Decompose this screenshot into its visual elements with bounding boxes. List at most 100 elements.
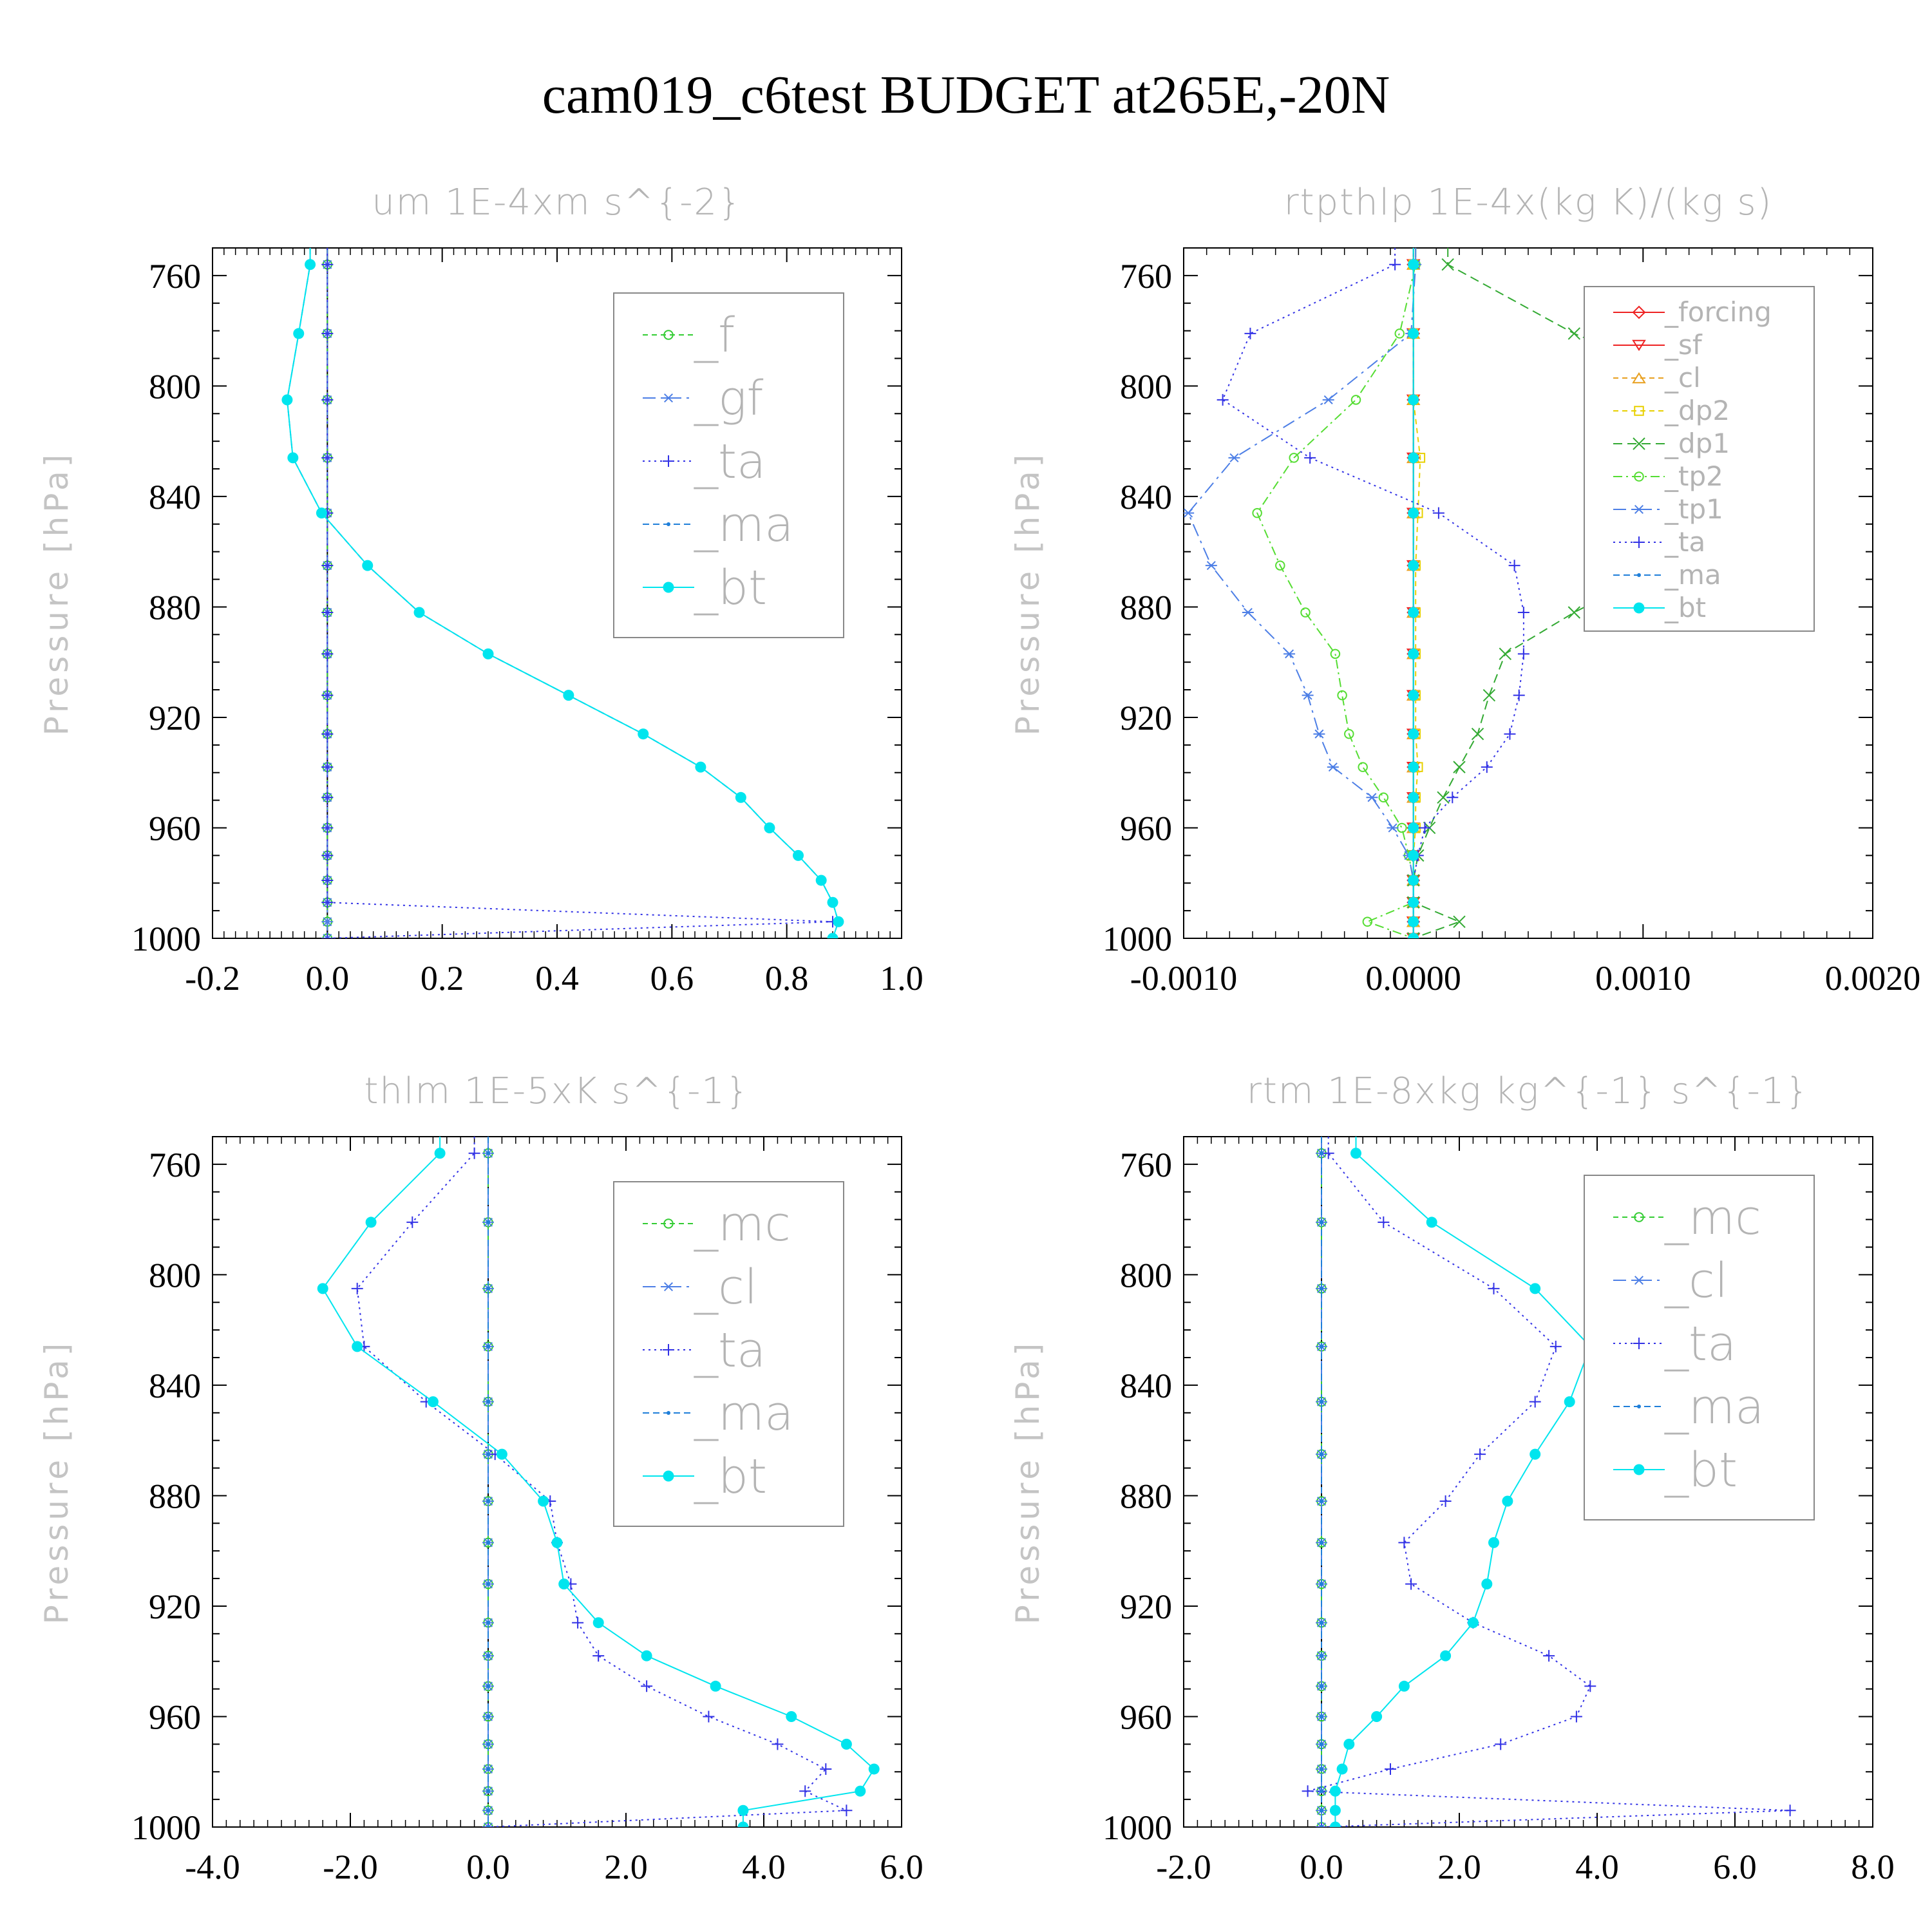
series-line xyxy=(1187,248,1417,938)
series-line xyxy=(1412,248,1421,938)
data-point xyxy=(321,258,334,270)
data-point xyxy=(827,933,838,938)
data-point xyxy=(486,1789,490,1794)
data-point xyxy=(1508,560,1520,572)
data-point xyxy=(468,1147,480,1159)
data-point xyxy=(1549,1340,1562,1352)
data-point xyxy=(1320,1620,1323,1625)
data-point xyxy=(1499,647,1512,661)
y-tick-label: 760 xyxy=(149,257,201,296)
y-tick-label: 840 xyxy=(1120,1367,1172,1405)
data-point xyxy=(317,1283,328,1294)
data-point xyxy=(703,1710,715,1723)
data-point xyxy=(1385,1763,1396,1775)
legend-label: _tp1 xyxy=(1664,493,1723,525)
data-point xyxy=(815,875,827,886)
data-point xyxy=(1320,1582,1323,1586)
data-point xyxy=(1320,1808,1323,1813)
legend-label: _tp2 xyxy=(1664,460,1723,492)
series-bt xyxy=(281,248,844,938)
legend-label: _sf xyxy=(1664,329,1703,361)
legend-label: _cl xyxy=(1664,1253,1728,1309)
data-point xyxy=(486,1540,490,1545)
x-tick-label: 4.0 xyxy=(742,1848,786,1886)
data-point xyxy=(1482,688,1496,702)
panel-title: um 1E-4xm s^{-2} xyxy=(372,182,742,223)
data-point xyxy=(1408,791,1419,803)
data-point xyxy=(799,1785,811,1797)
data-point xyxy=(1336,1763,1348,1775)
legend-label: _forcing xyxy=(1664,296,1772,328)
legend-box xyxy=(1584,1175,1815,1520)
y-tick-label: 1000 xyxy=(131,1808,201,1847)
legend-label: _bt xyxy=(694,1449,767,1504)
x-tick-label: 2.0 xyxy=(1437,1848,1481,1886)
y-tick-label: 920 xyxy=(1120,699,1172,737)
data-point xyxy=(1320,1220,1323,1224)
data-point xyxy=(1217,393,1229,406)
data-point xyxy=(1398,1680,1410,1692)
data-point xyxy=(1504,728,1516,740)
y-axis-label: Pressure [hPa] xyxy=(38,451,75,736)
data-point xyxy=(1408,328,1419,339)
data-point xyxy=(434,1148,446,1159)
x-tick-label: 2.0 xyxy=(604,1848,648,1886)
x-tick-label: 6.0 xyxy=(880,1848,923,1886)
data-point xyxy=(321,917,334,927)
data-point xyxy=(1322,395,1334,404)
data-point xyxy=(486,1499,490,1504)
legend-marker xyxy=(1634,471,1644,482)
panel-container: um 1E-4xm s^{-2} Pressure [hPa] 760 800 840 8… xyxy=(38,182,1920,1886)
legend-marker xyxy=(663,582,674,593)
data-point xyxy=(840,1738,852,1750)
x-tick-label: -4.0 xyxy=(185,1848,240,1886)
data-point xyxy=(1316,1822,1327,1827)
data-point xyxy=(293,328,305,339)
series-tp1 xyxy=(1184,248,1422,938)
series-bt xyxy=(317,1137,880,1827)
data-point xyxy=(321,761,334,773)
data-point xyxy=(1300,607,1311,618)
data-point xyxy=(1432,507,1444,519)
x-tick-label: 0.0000 xyxy=(1365,959,1461,998)
data-point xyxy=(737,1821,749,1827)
data-point xyxy=(1426,1217,1437,1228)
series-ta xyxy=(1217,248,1530,938)
legend-label: _f xyxy=(694,308,735,363)
y-tick-label: 840 xyxy=(149,1367,201,1405)
data-point xyxy=(427,1396,439,1408)
data-point xyxy=(1543,1650,1555,1662)
data-point xyxy=(1408,394,1419,406)
legend-marker xyxy=(1637,573,1641,577)
data-point xyxy=(1408,452,1419,464)
data-point xyxy=(406,1216,419,1228)
figure-title: cam019_c6test BUDGET at265E,-20N xyxy=(542,65,1390,125)
data-point xyxy=(1320,1499,1323,1504)
data-point xyxy=(316,507,327,519)
x-tick-label: -0.2 xyxy=(185,959,240,998)
data-point xyxy=(486,1654,490,1658)
data-point xyxy=(305,259,316,270)
data-point xyxy=(1488,1537,1499,1548)
data-point xyxy=(1320,1344,1323,1349)
data-point xyxy=(1330,649,1341,659)
data-point xyxy=(1408,728,1419,740)
data-point xyxy=(558,1578,570,1590)
data-point xyxy=(1474,1448,1486,1461)
legend-marker xyxy=(667,522,670,526)
x-tick-label: -2.0 xyxy=(323,1848,377,1886)
series-line xyxy=(1222,248,1524,938)
legend-label: _bt xyxy=(1664,1443,1738,1498)
legend-label: _ma xyxy=(1664,559,1721,591)
legend-label: _ta xyxy=(694,434,766,489)
chart-panel-3: thlm 1E-5xK s^{-1} Pressure [hPa] 760 800 84… xyxy=(38,1070,923,1886)
data-point xyxy=(1530,1283,1541,1294)
legend-label: _ma xyxy=(1664,1379,1764,1435)
series-line xyxy=(1334,1137,1591,1827)
series-ma xyxy=(1320,1137,1323,1827)
data-point xyxy=(1242,608,1254,618)
data-point xyxy=(1337,690,1347,701)
x-tick-label: 0.0020 xyxy=(1825,959,1921,998)
data-point xyxy=(413,607,425,618)
data-point xyxy=(592,1650,605,1662)
